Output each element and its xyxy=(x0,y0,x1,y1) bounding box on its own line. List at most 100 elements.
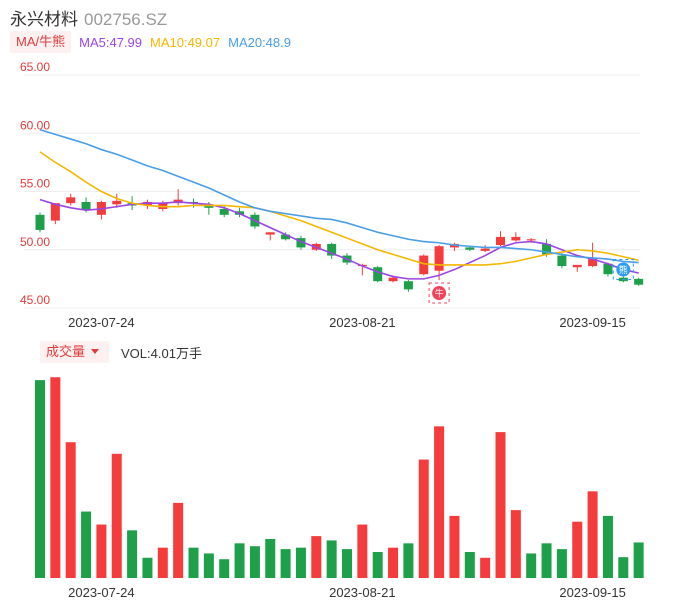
y-tick-label: 60.00 xyxy=(20,118,50,132)
y-tick-label: 65.00 xyxy=(20,60,50,74)
candle-body xyxy=(265,232,275,235)
volume-bar xyxy=(618,557,629,578)
y-tick-label: 45.00 xyxy=(20,293,50,307)
candle xyxy=(603,262,613,277)
signal-marker-frame xyxy=(428,282,450,304)
candle-body xyxy=(35,214,45,230)
volume-bar xyxy=(249,546,260,578)
volume-legend: 成交量 VOL:4.01万手 xyxy=(40,341,202,363)
candle xyxy=(434,245,444,281)
signal-markers: 牛熊 xyxy=(428,259,634,304)
ma5-line xyxy=(39,198,639,280)
signal-marker-badge xyxy=(616,262,631,277)
candle xyxy=(112,193,122,208)
signal-marker-badge xyxy=(432,286,447,301)
volume-bar xyxy=(326,540,337,578)
volume-bar xyxy=(203,553,214,578)
candle-body xyxy=(419,255,429,275)
candle-body xyxy=(480,248,490,251)
ma10-label: MA10:49.07 xyxy=(150,34,221,50)
volume-bar xyxy=(265,539,276,578)
candle xyxy=(419,254,429,276)
volume-bar xyxy=(541,543,552,578)
candle-body xyxy=(50,203,60,221)
volume-bar xyxy=(342,549,352,578)
stock-header: 永兴材料 002756.SZ xyxy=(10,5,167,30)
candle-body xyxy=(281,234,291,240)
volume-bar xyxy=(157,547,168,578)
ma-lines xyxy=(39,128,639,280)
volume-bar xyxy=(388,547,399,578)
candle-body xyxy=(219,208,229,215)
signal-marker-label: 熊 xyxy=(619,264,628,275)
volume-bars xyxy=(35,377,644,578)
volume-indicator-label: 成交量 xyxy=(46,344,86,359)
candle xyxy=(35,212,45,233)
signal-marker-label: 牛 xyxy=(435,288,444,299)
candle-body xyxy=(572,264,582,268)
candle-body xyxy=(603,263,613,275)
volume-bar xyxy=(418,459,429,578)
candle xyxy=(634,277,644,286)
candle xyxy=(511,232,521,242)
x-tick-label: 2023-09-15 xyxy=(559,315,626,330)
ma20-line xyxy=(39,128,639,264)
candle xyxy=(281,232,291,241)
y-tick-label: 50.00 xyxy=(20,235,50,249)
volume-bar xyxy=(526,553,537,578)
caret-down-icon xyxy=(91,349,100,354)
price-axis-labels: 65.00 60.00 55.00 50.00 45.00 xyxy=(20,60,50,307)
candle-body xyxy=(588,259,598,267)
volume-indicator-select[interactable]: 成交量 xyxy=(40,341,110,363)
volume-bar xyxy=(188,547,199,578)
volume-bar xyxy=(127,530,138,578)
candle-body xyxy=(634,278,644,285)
volume-bar xyxy=(510,510,521,578)
volume-bar xyxy=(234,543,245,578)
volume-bar xyxy=(372,552,383,578)
volume-bar xyxy=(633,542,644,578)
candle xyxy=(96,200,106,220)
volume-bar xyxy=(449,515,460,578)
volume-bar xyxy=(111,453,122,578)
candle xyxy=(296,235,306,250)
volume-value: VOL:4.01万手 xyxy=(121,345,202,361)
candle-body xyxy=(373,267,383,282)
candle-body xyxy=(296,238,306,248)
candle xyxy=(66,193,76,206)
volume-bar xyxy=(81,511,92,578)
candle-body xyxy=(66,197,76,204)
volume-bar xyxy=(602,515,613,578)
x-tick-label: 2023-08-21 xyxy=(329,585,396,600)
candle-body xyxy=(511,236,521,241)
stock-code: 002756.SZ xyxy=(84,10,168,29)
candle-body xyxy=(496,236,505,246)
volume-bar xyxy=(65,442,76,578)
ma5-label: MA5:47.99 xyxy=(79,34,142,50)
candle-body xyxy=(434,246,444,271)
candle xyxy=(557,253,567,269)
volume-bar xyxy=(556,549,567,578)
volume-bar xyxy=(480,557,491,578)
volume-bar xyxy=(35,380,45,578)
ma-indicator-tag[interactable]: MA/牛熊 xyxy=(10,31,72,53)
ma20-label: MA20:48.9 xyxy=(228,34,291,50)
date-axis-labels: 2023-07-24 2023-08-21 2023-09-15 xyxy=(68,315,626,330)
signal-marker[interactable]: 熊 xyxy=(612,259,634,281)
candle xyxy=(50,203,60,225)
candle xyxy=(373,266,383,283)
signal-marker[interactable]: 牛 xyxy=(428,282,450,304)
volume-bar xyxy=(173,502,184,578)
candle xyxy=(327,242,337,260)
candle-body xyxy=(388,277,398,282)
volume-bar xyxy=(434,426,445,578)
candle xyxy=(480,245,490,253)
candle-body xyxy=(81,201,91,211)
candle-body xyxy=(403,281,413,290)
candle-body xyxy=(465,247,475,250)
ma-legend: MA/牛熊 MA5:47.99 MA10:49.07 MA20:48.9 xyxy=(10,31,299,53)
volume-bar xyxy=(495,432,506,578)
candle xyxy=(572,264,582,272)
volume-bar xyxy=(587,491,598,578)
